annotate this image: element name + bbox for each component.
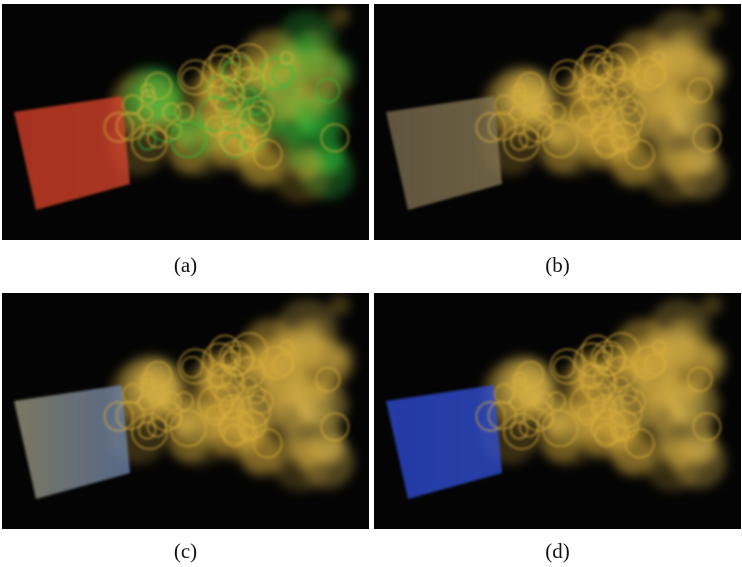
panel-d-caption: (d) <box>545 539 570 563</box>
panel-b-caption: (b) <box>545 253 570 277</box>
smoke-render-a <box>2 4 369 240</box>
panel-a-image <box>2 4 369 240</box>
panel-b-image <box>374 4 741 240</box>
panel-c-image <box>2 293 369 529</box>
smoke-render-c <box>2 293 369 529</box>
panel-a-caption: (a) <box>173 253 198 277</box>
panel-d-image <box>374 293 741 529</box>
smoke-render-d <box>374 293 741 529</box>
panel-c-caption: (c) <box>173 539 198 563</box>
smoke-render-b <box>374 4 741 240</box>
